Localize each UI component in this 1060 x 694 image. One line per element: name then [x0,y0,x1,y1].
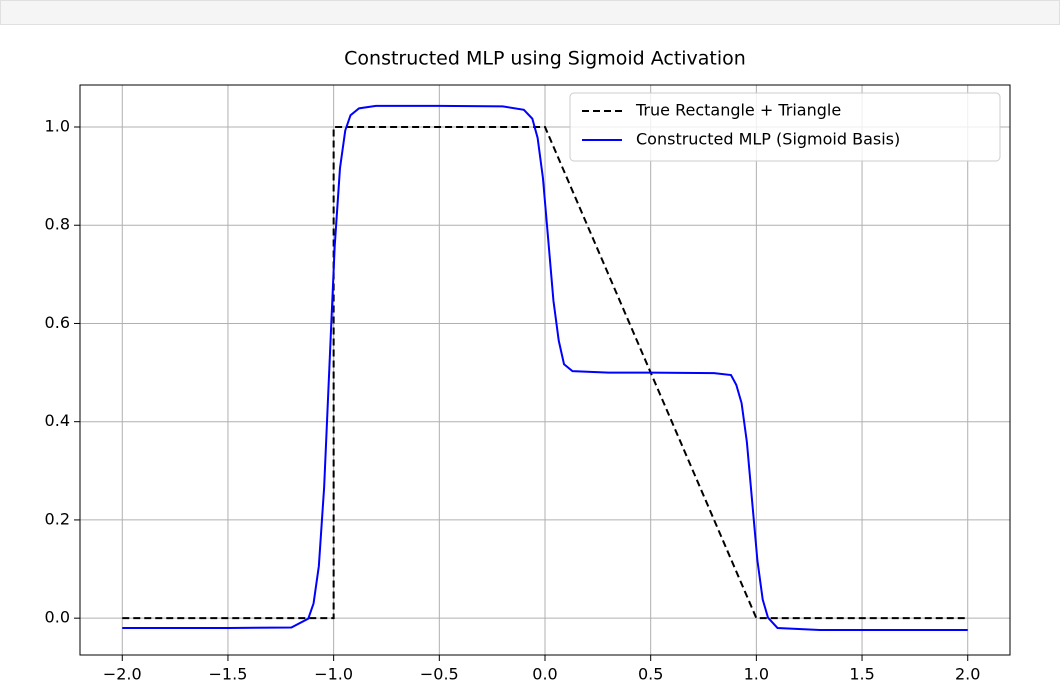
x-tick-label: −2.0 [103,665,142,684]
x-tick-label: 0.0 [532,665,557,684]
x-tick-label: −1.0 [314,665,353,684]
y-tick-label: 0.0 [45,608,70,627]
y-tick-label: 0.4 [45,411,70,430]
plot-frame [79,84,1011,656]
y-tick-label: 0.2 [45,509,70,528]
y-tick-label: 0.8 [45,215,70,234]
x-tick-label: 0.5 [638,665,663,684]
x-tick-label: 1.5 [849,665,874,684]
legend-label: Constructed MLP (Sigmoid Basis) [636,130,900,149]
cell-toolbar [0,0,1060,25]
series-line [122,125,968,620]
x-tick-label: −0.5 [420,665,459,684]
y-tick-label: 0.6 [45,313,70,332]
legend-label: True Rectangle + Triangle [635,101,841,120]
x-tick-label: −1.5 [209,665,248,684]
series-line [122,104,968,631]
y-tick-label: 1.0 [45,116,70,135]
chart-title: Constructed MLP using Sigmoid Activation [344,48,746,70]
x-tick-label: 1.0 [744,665,769,684]
x-tick-label: 2.0 [955,665,980,684]
legend-box [569,92,1001,162]
